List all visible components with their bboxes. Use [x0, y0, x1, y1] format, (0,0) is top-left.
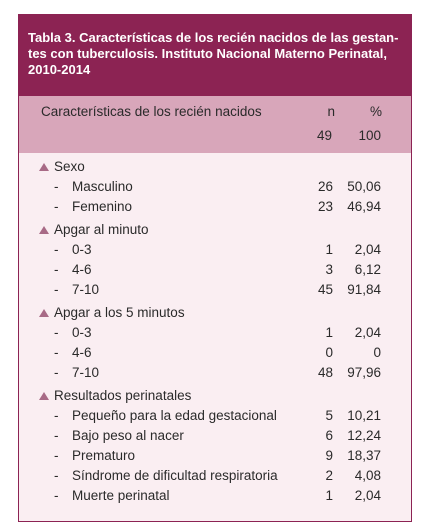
row-marker: - [54, 428, 59, 443]
section-icon [39, 309, 49, 317]
title-line: 2010-2014 [28, 62, 91, 77]
row-marker: - [54, 242, 59, 257]
section-title: Apgar a los 5 minutos [54, 305, 185, 320]
row-n: 23 [317, 199, 333, 214]
row-pct: 12,24 [347, 428, 381, 443]
section-icon [39, 392, 49, 400]
total-pct: 100 [358, 128, 381, 143]
row-n: 45 [317, 282, 333, 297]
row-label: Masculino [72, 179, 133, 194]
row-label: Bajo peso al nacer [72, 428, 184, 443]
row-label: 7-10 [72, 365, 100, 380]
row-pct: 91,84 [347, 282, 381, 297]
row-n: 48 [317, 365, 333, 380]
row-marker: - [54, 365, 59, 380]
row-n: 5 [325, 408, 333, 423]
row-label: Pequeño para la edad gestacional [72, 408, 277, 423]
row-marker: - [54, 199, 59, 214]
row-pct: 46,94 [347, 199, 381, 214]
section-title: Sexo [54, 159, 85, 174]
row-marker: - [54, 468, 59, 483]
row-marker: - [54, 448, 59, 463]
row-marker: - [54, 345, 59, 360]
row-marker: - [54, 262, 59, 277]
row-n: 9 [325, 448, 333, 463]
row-label: Muerte perinatal [72, 488, 170, 503]
row-pct: 2,04 [354, 488, 381, 503]
row-n: 3 [325, 262, 333, 277]
title-line: Características de los recién nacidos de… [79, 30, 399, 45]
section-icon [39, 226, 49, 234]
row-pct: 18,37 [347, 448, 381, 463]
row-marker: - [54, 488, 59, 503]
row-n: 2 [325, 468, 333, 483]
column-title: % [369, 104, 382, 119]
row-pct: 2,04 [354, 325, 381, 340]
row-n: 26 [317, 179, 333, 194]
row-label: Síndrome de dificultad respiratoria [72, 468, 278, 483]
row-pct: 6,12 [354, 262, 381, 277]
row-n: 0 [325, 345, 333, 360]
column-title: Características de los recién nacidos [41, 104, 262, 119]
row-n: 6 [325, 428, 333, 443]
row-pct: 2,04 [354, 242, 381, 257]
table-header: Tabla 3. Características de los recién n… [19, 15, 411, 96]
title-line: tes con tuberculosis. Instituto Nacional… [28, 46, 388, 61]
row-label: 0-3 [72, 242, 92, 257]
row-n: 1 [325, 242, 333, 257]
section-title: Apgar al minuto [54, 222, 149, 237]
row-label: Prematuro [72, 448, 136, 463]
row-marker: - [54, 325, 59, 340]
row-label: 4-6 [72, 262, 92, 277]
row-n: 1 [325, 488, 333, 503]
table-label: Tabla 3. [28, 30, 76, 45]
row-pct: 4,08 [354, 468, 381, 483]
row-marker: - [54, 408, 59, 423]
row-pct: 97,96 [347, 365, 381, 380]
row-label: 0-3 [72, 325, 92, 340]
row-label: Femenino [72, 199, 133, 214]
section-icon [39, 163, 49, 171]
column-header: Características de los recién nacidos n … [19, 96, 411, 153]
total-n: 49 [316, 128, 332, 143]
table-card: Tabla 3. Características de los recién n… [18, 14, 412, 522]
row-marker: - [54, 179, 59, 194]
row-pct: 0 [373, 345, 381, 360]
row-label: 7-10 [72, 282, 100, 297]
row-pct: 50,06 [347, 179, 381, 194]
row-n: 1 [325, 325, 333, 340]
row-label: 4-6 [72, 345, 92, 360]
row-marker: - [54, 282, 59, 297]
section-title: Resultados perinatales [54, 388, 192, 403]
row-pct: 10,21 [347, 408, 381, 423]
column-title: n [327, 104, 335, 119]
